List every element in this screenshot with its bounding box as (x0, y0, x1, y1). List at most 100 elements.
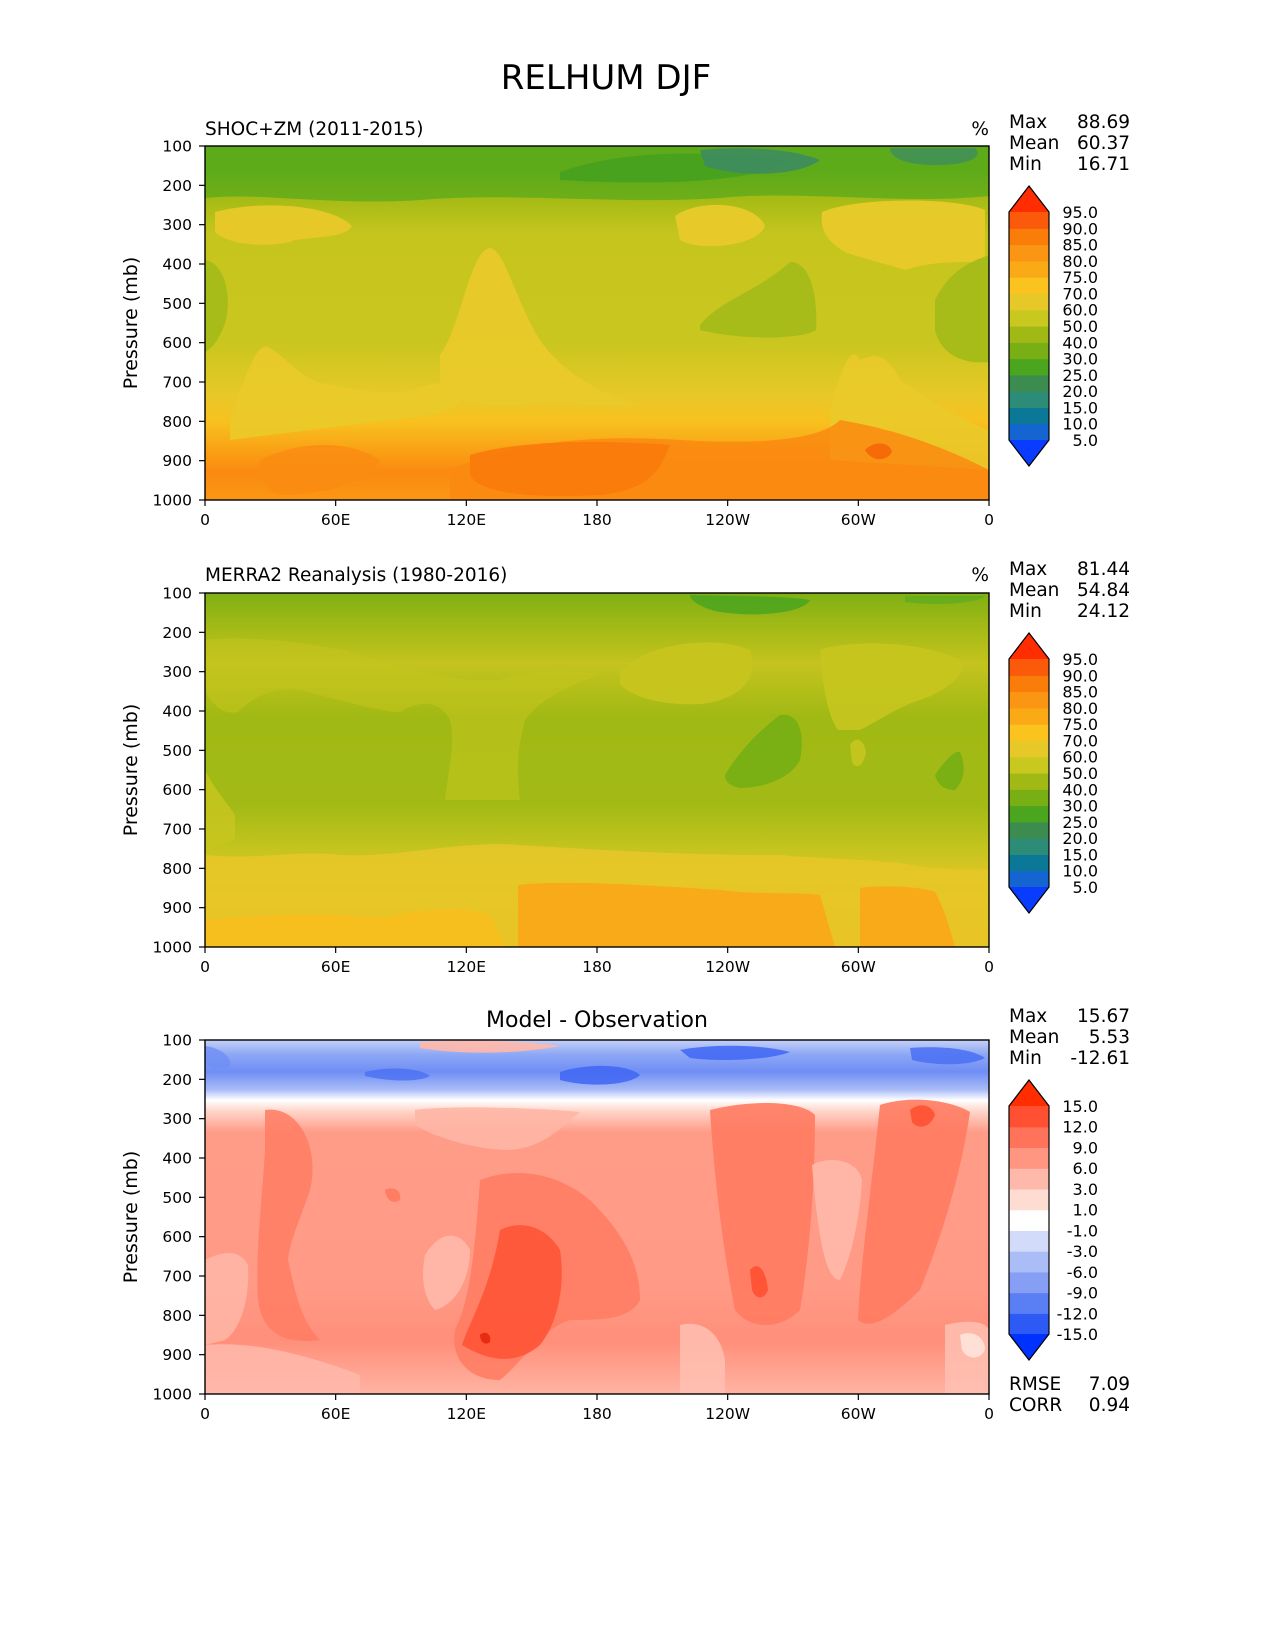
model-colorbar-bin (1009, 407, 1049, 425)
obs-colorbar-label: 80.0 (1062, 699, 1098, 718)
diff-ytick-label: 900 (162, 1346, 192, 1364)
model-colorbar-label: 95.0 (1062, 203, 1098, 222)
obs-colorbar-extend-bottom (1009, 887, 1049, 913)
obs-ytick-label: 800 (162, 860, 192, 878)
obs-ylabel: Pressure (mb) (120, 704, 142, 837)
model-ytick-label: 200 (162, 177, 192, 195)
obs-colorbar-label: 50.0 (1062, 764, 1098, 783)
obs-ytick-label: 600 (162, 781, 192, 799)
obs-panel-title: MERRA2 Reanalysis (1980-2016) (205, 565, 507, 586)
obs-colorbar-outline (1008, 632, 1050, 914)
diff-stats: Max 15.67 Mean 5.53 Min -12.61 RMSE 7.09… (1009, 1006, 1130, 1416)
obs-colorbar-label: 15.0 (1062, 845, 1098, 864)
obs-ytick-label: 300 (162, 663, 192, 681)
model-colorbar-label: 30.0 (1062, 350, 1098, 369)
obs-stats: Max 81.44 Mean 54.84 Min 24.12 (1009, 559, 1130, 622)
diff-colorbar-label: -12.0 (1057, 1304, 1098, 1323)
diff-colorbar-label: 12.0 (1062, 1118, 1098, 1137)
model-colorbar-bin (1009, 342, 1049, 360)
model-ytick-label: 700 (162, 374, 192, 392)
figure-title: RELHUM DJF (501, 58, 711, 98)
model-xtick-label: 0 (200, 511, 210, 529)
model-ytick-label: 500 (162, 295, 192, 313)
model-xtick-label: 60W (841, 511, 876, 529)
model-stat-mean-label: Mean (1009, 133, 1059, 154)
obs-units-label: % (971, 565, 989, 586)
panel-obs: MERRA2 Reanalysis (1980-2016) % Pressure… (120, 559, 1130, 976)
model-colorbar-label: 50.0 (1062, 317, 1098, 336)
diff-ytick-label: 700 (162, 1268, 192, 1286)
diff-x-ticks: 0 60E 120E 180 120W 60W 0 (200, 1394, 994, 1423)
diff-colorbar-label: 15.0 (1062, 1097, 1098, 1116)
diff-stat-mean-value: 5.53 (1089, 1027, 1130, 1048)
model-ytick-label: 1000 (153, 492, 192, 510)
obs-colorbar-label: 90.0 (1062, 666, 1098, 685)
diff-xtick-label: 120E (447, 1405, 486, 1423)
obs-ytick-label: 900 (162, 899, 192, 917)
model-colorbar-bin (1009, 309, 1049, 327)
diff-colorbar-label: -3.0 (1067, 1242, 1098, 1261)
diff-colorbar-extend-top (1009, 1080, 1049, 1106)
diff-ytick-label: 400 (162, 1150, 192, 1168)
model-units-label: % (971, 119, 989, 140)
model-y-ticks: 100 200 300 400 500 600 700 800 900 1000 (153, 138, 205, 510)
model-colorbar: 5.010.015.020.025.030.040.050.060.070.07… (1008, 185, 1098, 467)
diff-colorbar-label: 1.0 (1073, 1201, 1098, 1220)
obs-colorbar-label: 20.0 (1062, 829, 1098, 848)
model-colorbar-label: 5.0 (1073, 431, 1098, 450)
diff-colorbar-bin (1009, 1313, 1049, 1335)
model-xtick-label: 0 (984, 511, 994, 529)
diff-contour-field (205, 1040, 989, 1394)
model-panel-title: SHOC+ZM (2011-2015) (205, 119, 423, 140)
diff-ytick-label: 500 (162, 1189, 192, 1207)
diff-xtick-label: 0 (984, 1405, 994, 1423)
obs-colorbar-extend-top (1009, 633, 1049, 659)
model-colorbar-label: 85.0 (1062, 236, 1098, 255)
model-xtick-label: 180 (582, 511, 612, 529)
obs-colorbar-bin (1009, 789, 1049, 807)
obs-colorbar-bin (1009, 756, 1049, 774)
obs-ytick-label: 200 (162, 624, 192, 642)
obs-colorbar-label: 95.0 (1062, 650, 1098, 669)
diff-colorbar-label: -15.0 (1057, 1325, 1098, 1344)
model-colorbar-bin (1009, 244, 1049, 262)
diff-xtick-label: 0 (200, 1405, 210, 1423)
obs-xtick-label: 120W (705, 958, 750, 976)
model-stat-max-label: Max (1009, 112, 1047, 133)
obs-ytick-label: 400 (162, 703, 192, 721)
obs-colorbar-label: 40.0 (1062, 780, 1098, 799)
diff-colorbar-bin (1009, 1147, 1049, 1169)
obs-xtick-label: 0 (200, 958, 210, 976)
diff-colorbar-extend-bottom (1009, 1334, 1049, 1360)
diff-ytick-label: 600 (162, 1228, 192, 1246)
obs-colorbar: 5.010.015.020.025.030.040.050.060.070.07… (1008, 632, 1098, 914)
model-stat-min-value: 16.71 (1077, 154, 1130, 175)
obs-stat-max-label: Max (1009, 559, 1047, 580)
model-xtick-label: 60E (321, 511, 351, 529)
model-colorbar-bin (1009, 260, 1049, 278)
model-colorbar-label: 90.0 (1062, 219, 1098, 238)
model-colorbar-extend-bottom (1009, 440, 1049, 466)
diff-ylabel: Pressure (mb) (120, 1151, 142, 1284)
model-colorbar-label: 40.0 (1062, 333, 1098, 352)
model-colorbar-bin (1009, 326, 1049, 343)
model-colorbar-label: 60.0 (1062, 301, 1098, 320)
diff-stat-min-value: -12.61 (1070, 1048, 1130, 1069)
diff-colorbar-bin (1009, 1188, 1049, 1211)
diff-colorbar-bin (1009, 1271, 1049, 1294)
obs-colorbar-bin (1009, 870, 1049, 888)
model-ytick-label: 800 (162, 413, 192, 431)
diff-ytick-label: 300 (162, 1110, 192, 1128)
model-colorbar-label: 25.0 (1062, 366, 1098, 385)
diff-stat-max-label: Max (1009, 1006, 1047, 1027)
obs-x-ticks: 0 60E 120E 180 120W 60W 0 (200, 947, 994, 976)
diff-colorbar-bin (1009, 1230, 1049, 1252)
model-ytick-label: 400 (162, 256, 192, 274)
diff-xtick-label: 60E (321, 1405, 351, 1423)
obs-colorbar-label: 70.0 (1062, 731, 1098, 750)
obs-colorbar-bin (1009, 707, 1049, 725)
diff-colorbar-bin (1009, 1168, 1049, 1190)
diff-ytick-label: 800 (162, 1307, 192, 1325)
diff-colorbar-label: -1.0 (1067, 1221, 1098, 1240)
